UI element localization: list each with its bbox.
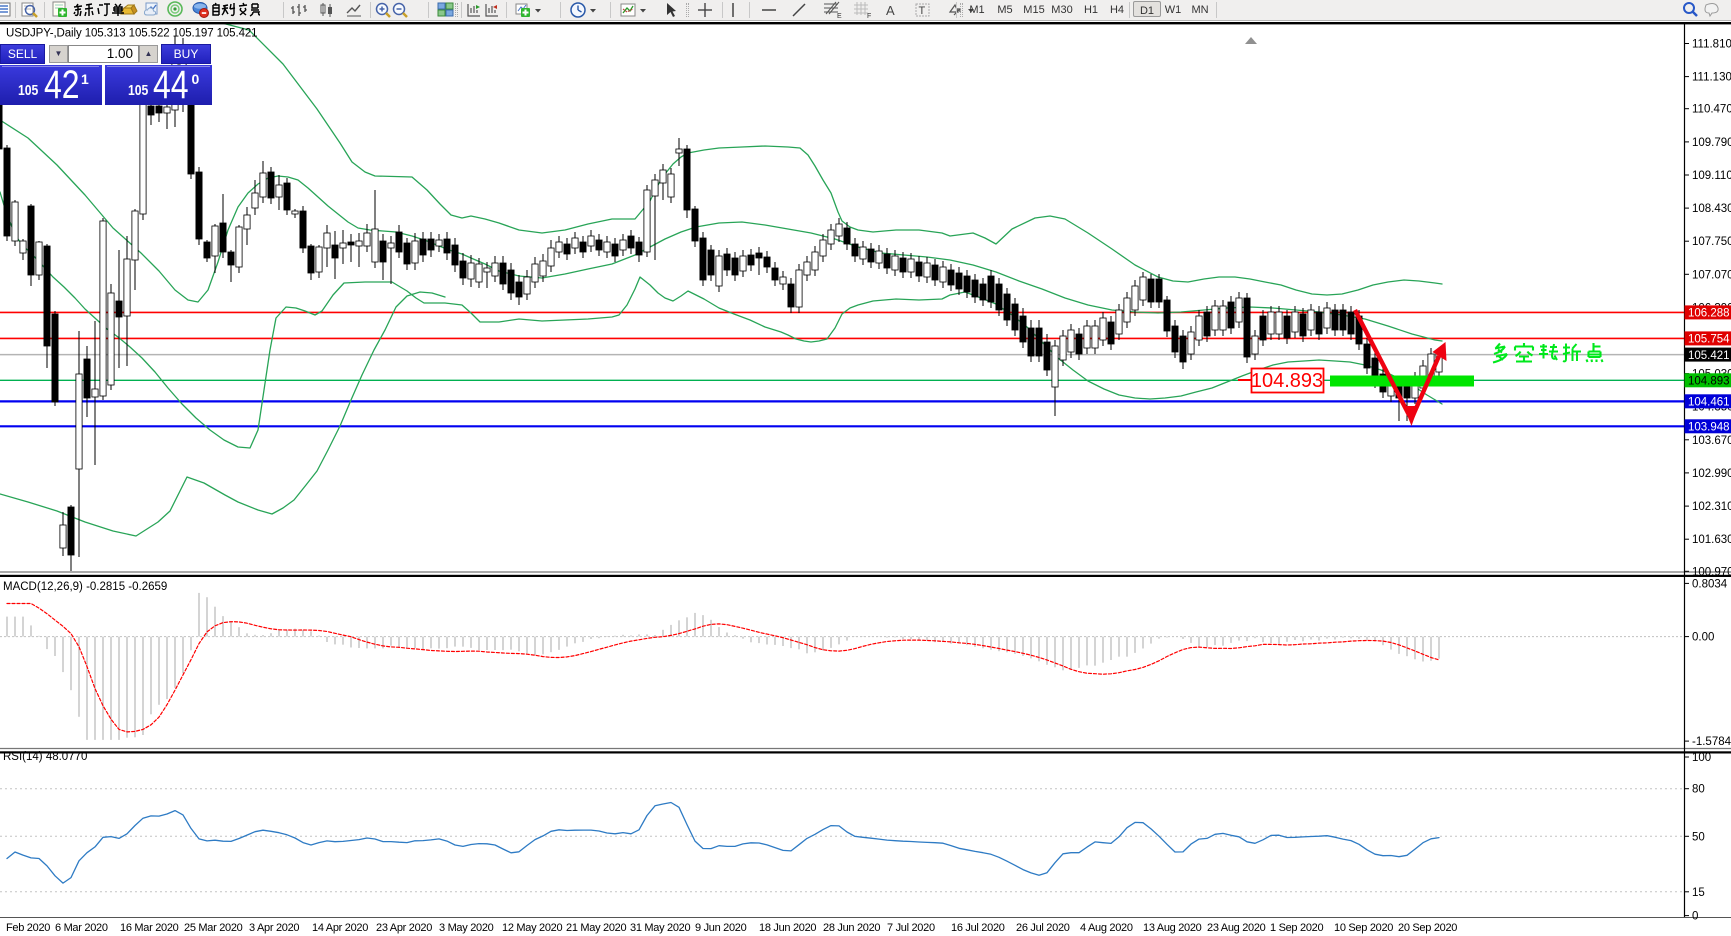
svg-text:Feb 2020: Feb 2020: [6, 922, 50, 934]
svg-text:F: F: [867, 13, 871, 20]
svg-text:12 May 2020: 12 May 2020: [502, 922, 562, 934]
svg-text:15: 15: [1692, 887, 1705, 899]
svg-text:104.893: 104.893: [1688, 376, 1730, 388]
svg-text:104.461: 104.461: [1688, 397, 1730, 409]
svg-text:4 Aug 2020: 4 Aug 2020: [1080, 922, 1133, 934]
svg-text:110.470: 110.470: [1692, 104, 1731, 116]
svg-text:100.970: 100.970: [1692, 566, 1731, 578]
svg-text:108.430: 108.430: [1692, 203, 1731, 215]
svg-text:RSI(14) 48.0770: RSI(14) 48.0770: [3, 751, 87, 763]
svg-text:MACD(12,26,9) -0.2815 -0.2659: MACD(12,26,9) -0.2815 -0.2659: [3, 581, 167, 593]
svg-text:111.810: 111.810: [1692, 39, 1731, 51]
svg-text:3 Apr 2020: 3 Apr 2020: [249, 922, 299, 934]
svg-text:25 Mar 2020: 25 Mar 2020: [184, 922, 243, 934]
svg-text:6 Mar 2020: 6 Mar 2020: [55, 922, 108, 934]
svg-text:E: E: [837, 13, 842, 20]
svg-text:103.670: 103.670: [1692, 435, 1731, 447]
svg-text:104.893: 104.893: [1251, 370, 1323, 392]
svg-text:20 Sep 2020: 20 Sep 2020: [1398, 922, 1457, 934]
svg-text:80: 80: [1692, 784, 1705, 796]
svg-text:107.750: 107.750: [1692, 236, 1731, 248]
svg-text:23 Apr 2020: 23 Apr 2020: [376, 922, 432, 934]
svg-text:18 Jun 2020: 18 Jun 2020: [759, 922, 816, 934]
svg-text:102.990: 102.990: [1692, 468, 1731, 480]
svg-text:23 Aug 2020: 23 Aug 2020: [1207, 922, 1266, 934]
svg-text:109.790: 109.790: [1692, 137, 1731, 149]
svg-text:USDJPY-,Daily 105.313 105.522: USDJPY-,Daily 105.313 105.522 105.197 10…: [6, 28, 257, 40]
svg-text:-1.5784: -1.5784: [1692, 736, 1731, 748]
svg-text:16 Mar 2020: 16 Mar 2020: [120, 922, 179, 934]
svg-text:31 May 2020: 31 May 2020: [630, 922, 690, 934]
svg-text:10 Sep 2020: 10 Sep 2020: [1334, 922, 1393, 934]
svg-text:103.948: 103.948: [1688, 422, 1730, 434]
svg-text:14 Apr 2020: 14 Apr 2020: [312, 922, 368, 934]
svg-text:111.130: 111.130: [1692, 72, 1731, 84]
svg-text:0.00: 0.00: [1692, 632, 1714, 644]
svg-text:1 Sep 2020: 1 Sep 2020: [1270, 922, 1323, 934]
svg-text:109.110: 109.110: [1692, 170, 1731, 182]
svg-text:T: T: [919, 5, 926, 17]
svg-text:A: A: [886, 3, 895, 18]
svg-text:106.288: 106.288: [1688, 308, 1730, 320]
svg-text:0.8034: 0.8034: [1692, 578, 1728, 590]
svg-text:101.630: 101.630: [1692, 534, 1731, 546]
svg-text:7 Jul 2020: 7 Jul 2020: [887, 922, 935, 934]
svg-text:50: 50: [1692, 831, 1705, 843]
svg-text:100: 100: [1692, 752, 1711, 764]
svg-text:107.070: 107.070: [1692, 269, 1731, 281]
svg-text:0: 0: [1692, 911, 1698, 923]
svg-text:105.421: 105.421: [1688, 350, 1730, 362]
svg-text:28 Jun 2020: 28 Jun 2020: [823, 922, 880, 934]
svg-text:105.754: 105.754: [1688, 334, 1730, 346]
svg-text:16 Jul 2020: 16 Jul 2020: [951, 922, 1005, 934]
svg-text:102.310: 102.310: [1692, 501, 1731, 513]
svg-text:26 Jul 2020: 26 Jul 2020: [1016, 922, 1070, 934]
svg-text:3 May 2020: 3 May 2020: [439, 922, 494, 934]
svg-text:13 Aug 2020: 13 Aug 2020: [1143, 922, 1202, 934]
svg-text:21 May 2020: 21 May 2020: [566, 922, 626, 934]
svg-text:9 Jun 2020: 9 Jun 2020: [695, 922, 747, 934]
